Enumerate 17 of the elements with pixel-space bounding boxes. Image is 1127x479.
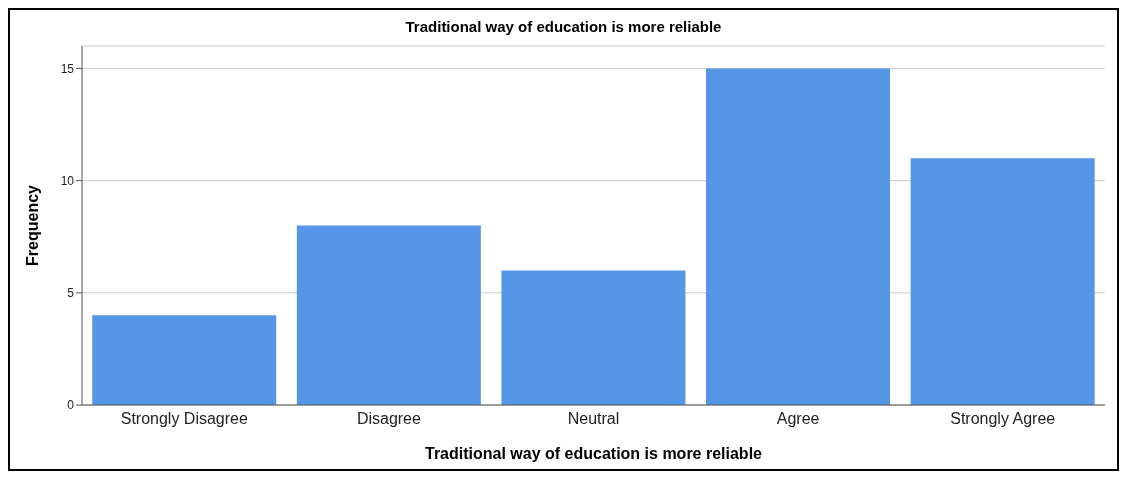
y-axis-title: Frequency	[23, 184, 41, 266]
x-tick-label: Neutral	[567, 410, 620, 428]
bar	[501, 270, 686, 405]
chart-title: Traditional way of education is more reliable	[404, 18, 723, 35]
bar	[92, 315, 277, 405]
y-tick-label: 15	[60, 61, 75, 76]
bar	[706, 68, 891, 405]
x-tick-label: Agree	[776, 410, 820, 428]
x-tick-label: Strongly Disagree	[120, 410, 248, 428]
x-tick-label: Strongly Agree	[950, 410, 1056, 428]
x-tick-label: Disagree	[356, 410, 422, 428]
bar	[296, 225, 481, 405]
x-axis-title: Traditional way of education is more reliable	[425, 445, 763, 462]
bar	[910, 158, 1095, 405]
y-tick-label: 5	[67, 286, 75, 301]
y-tick-label: 0	[67, 398, 75, 413]
y-tick-label: 10	[60, 173, 75, 188]
